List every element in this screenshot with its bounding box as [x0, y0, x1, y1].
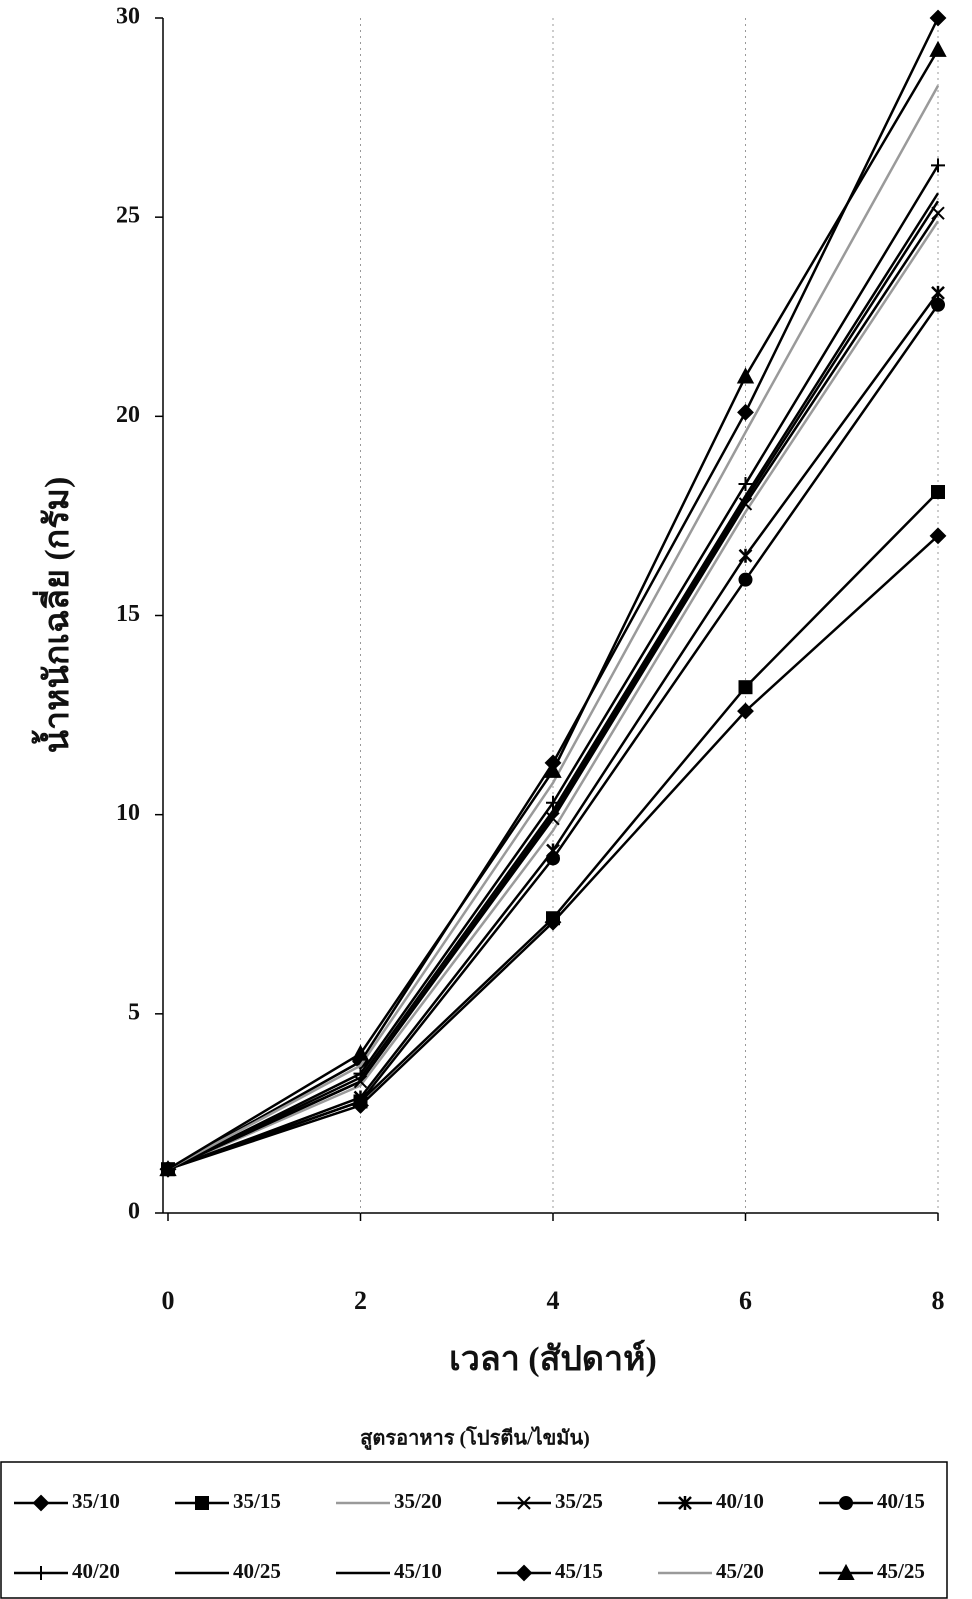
marker	[738, 572, 753, 587]
marker	[517, 1496, 531, 1510]
legend-label: 40/20	[72, 1559, 120, 1583]
marker	[351, 1044, 370, 1061]
marker	[738, 477, 753, 492]
marker	[931, 485, 945, 500]
marker	[195, 1496, 209, 1510]
marker	[737, 403, 754, 421]
marker	[839, 1496, 853, 1510]
marker	[837, 1563, 855, 1580]
y-tick-label: 15	[116, 601, 140, 627]
series-line	[167, 220, 940, 1171]
marker	[931, 297, 945, 312]
x-axis-label: เวลา (สัปดาห์)	[449, 1339, 657, 1378]
marker	[515, 1564, 533, 1582]
marker	[34, 1566, 48, 1580]
legend-label: 45/10	[394, 1559, 442, 1583]
legend-title: สูตรอาหาร (โปรตีน/ไขมัน)	[360, 1426, 590, 1452]
x-tick-label: 0	[162, 1286, 175, 1315]
legend-label: 45/25	[877, 1559, 925, 1583]
marker	[736, 367, 755, 384]
legend-label: 40/15	[877, 1489, 925, 1513]
marker	[931, 158, 945, 173]
marker	[32, 1494, 50, 1512]
series-line	[167, 292, 940, 1171]
legend-label: 35/15	[233, 1489, 281, 1513]
legend-label: 45/15	[555, 1559, 603, 1583]
marker	[353, 1094, 368, 1109]
y-tick-label: 5	[128, 999, 140, 1025]
legend-label: 35/25	[555, 1489, 603, 1513]
legend-label: 35/10	[72, 1489, 120, 1513]
legend-label: 40/25	[233, 1559, 281, 1583]
marker	[738, 548, 753, 563]
legend-label: 40/10	[716, 1489, 764, 1513]
marker	[159, 1160, 177, 1177]
marker	[546, 851, 560, 866]
y-tick-label: 30	[116, 4, 140, 30]
series-line	[167, 200, 940, 1171]
legend-label: 35/20	[394, 1489, 442, 1513]
marker	[546, 911, 560, 926]
marker	[931, 285, 945, 300]
x-tick-label: 4	[547, 1286, 560, 1315]
x-tick-label: 6	[739, 1286, 752, 1315]
y-tick-label: 10	[116, 800, 140, 826]
x-tick-label: 2	[354, 1286, 367, 1315]
y-tick-label: 25	[116, 203, 140, 229]
legend-box	[0, 1461, 948, 1599]
marker	[929, 40, 947, 57]
marker	[929, 527, 947, 545]
legend-label: 45/20	[716, 1559, 764, 1583]
marker	[678, 1496, 692, 1510]
series-line	[167, 85, 940, 1171]
y-axis-label: น้ำหนักเฉลี่ย (กรัม)	[31, 477, 76, 754]
marker	[544, 761, 562, 778]
marker	[929, 9, 947, 27]
marker	[738, 680, 753, 695]
marker	[737, 702, 754, 720]
x-tick-label: 8	[932, 1286, 945, 1315]
series-line	[167, 192, 940, 1171]
y-tick-label: 0	[128, 1199, 140, 1225]
y-tick-label: 20	[116, 402, 140, 428]
